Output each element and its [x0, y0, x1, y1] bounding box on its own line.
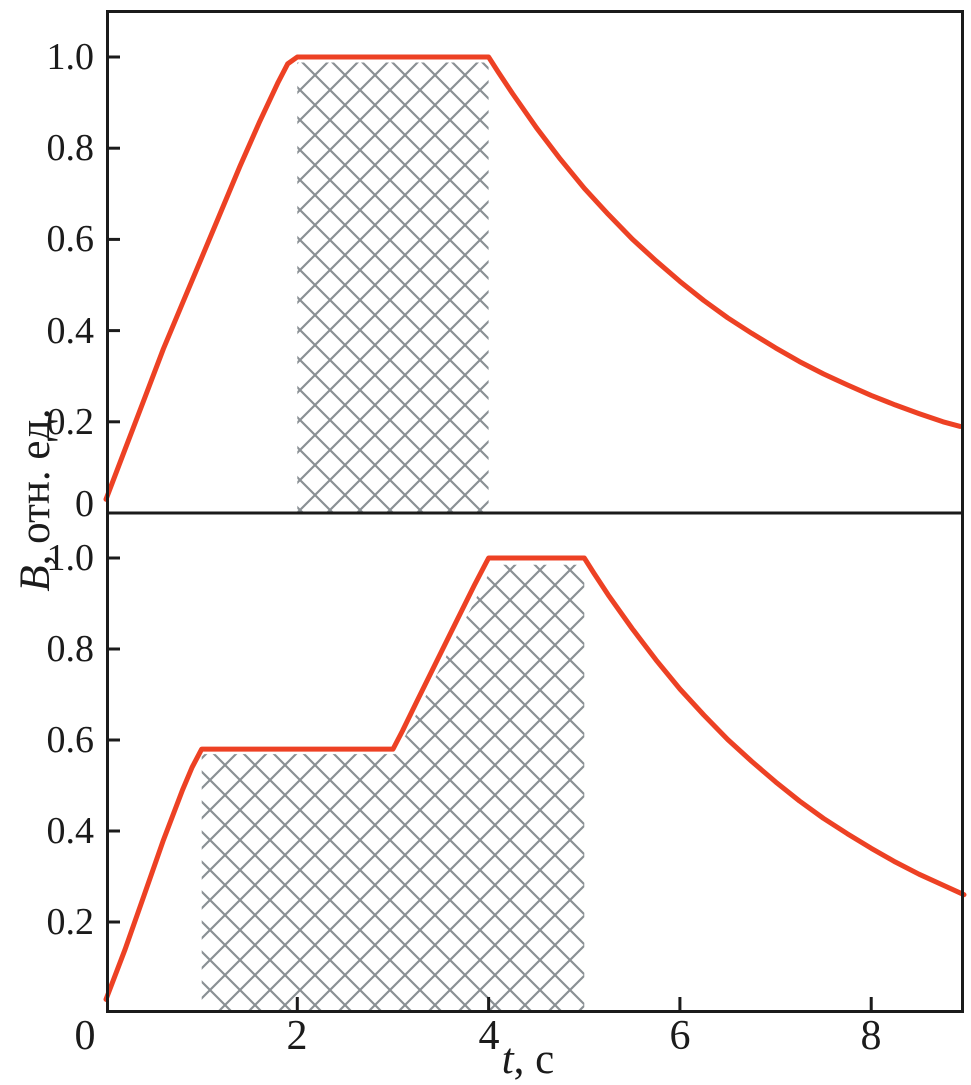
y-axis-variable: B — [12, 565, 59, 592]
x-axis-variable: t — [501, 1036, 514, 1083]
top-y-tick-label-0: 0 — [75, 483, 94, 525]
top-panel-frame — [106, 10, 964, 515]
x-tick-label-6: 6 — [669, 1013, 691, 1059]
bottom-panel-frame — [106, 511, 964, 1013]
y-axis-title: B, отн. ед. — [10, 290, 62, 710]
x-tick-label-4: 4 — [478, 1013, 500, 1059]
x-tick-label-2: 2 — [286, 1013, 308, 1059]
bottom-y-tick-label-1.0: 1.0 — [46, 537, 95, 579]
bottom-y-tick-label-0.6: 0.6 — [46, 719, 95, 761]
x-axis-title: t, с — [428, 1036, 628, 1084]
bottom-y-tick-label-0.2: 0.2 — [46, 901, 95, 943]
y-axis-units: , отн. ед. — [12, 408, 59, 566]
x-tick-label-0: 0 — [74, 1013, 96, 1059]
top-y-tick-label-0.2: 0.2 — [46, 401, 95, 443]
bottom-curve — [103, 555, 967, 1002]
x-tick-label-8: 8 — [860, 1013, 882, 1059]
top-y-tick-label-0.4: 0.4 — [46, 310, 95, 352]
x-axis-units: , с — [513, 1036, 555, 1083]
top-y-tick-label-1.0: 1.0 — [46, 36, 95, 78]
top-hatch-region — [297, 62, 489, 513]
top-curve — [103, 54, 963, 502]
top-y-tick-label-0.8: 0.8 — [46, 127, 95, 169]
top-y-tick-label-0.6: 0.6 — [46, 218, 95, 260]
bottom-hatch-region — [201, 564, 585, 1013]
bottom-y-tick-label-0.8: 0.8 — [46, 628, 95, 670]
bottom-y-tick-label-0.4: 0.4 — [46, 810, 95, 852]
